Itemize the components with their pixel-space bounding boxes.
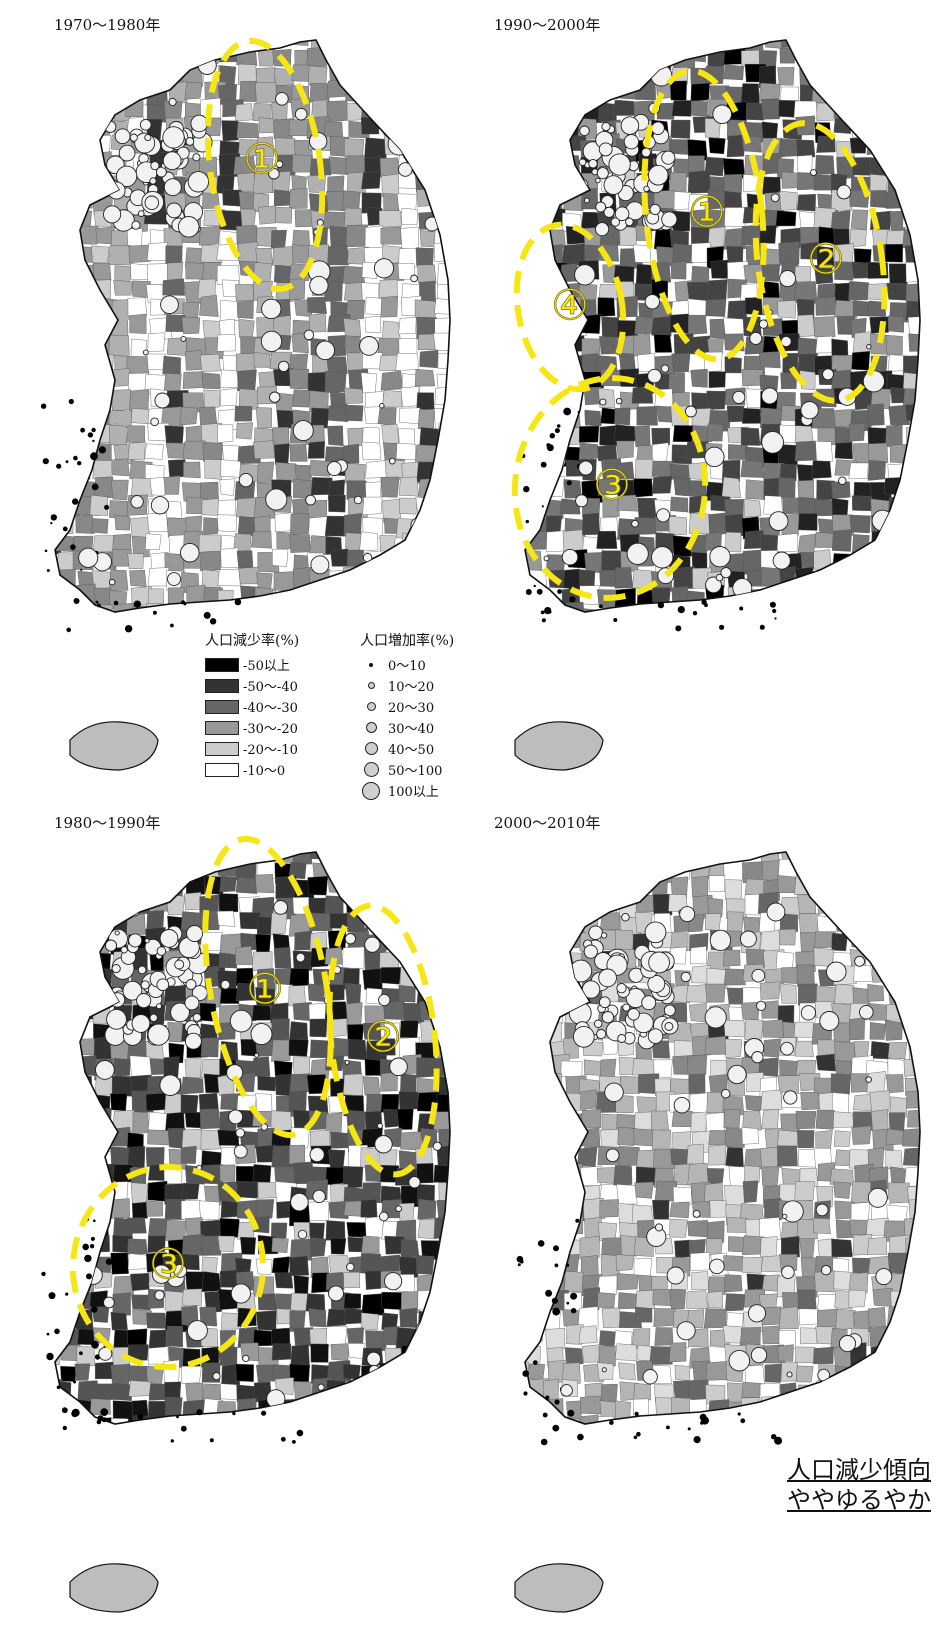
legend-increase-item: 50〜100: [360, 759, 454, 780]
korea-map: [514, 851, 921, 1613]
jeju-island: [514, 721, 604, 771]
coastline: [524, 39, 921, 613]
region-number-label: ①: [688, 188, 726, 237]
period-label: 1980〜1990年: [54, 814, 161, 832]
trend-note-line2: ややゆるやか: [787, 1486, 931, 1514]
coastline: [54, 851, 451, 1425]
trend-note: 人口減少傾向 ややゆるやか: [787, 1455, 931, 1515]
highlight-region-outline: [513, 221, 627, 393]
trend-note-line1: 人口減少傾向: [787, 1456, 931, 1484]
legend-circle-icon: [366, 702, 376, 711]
jeju-island: [69, 1563, 159, 1613]
jeju-island: [69, 721, 159, 771]
period-label: 1990〜2000年: [494, 16, 601, 34]
legend-increase: 人口増加率(%) 0〜10 10〜20 20〜30 30〜40 40〜50 50〜100 1…: [360, 630, 454, 801]
legend-label: -30〜-20: [243, 722, 298, 737]
legend-label: 50〜100: [388, 764, 443, 779]
legend-decline-item: -20〜-10: [205, 738, 299, 759]
legend-increase-item: 40〜50: [360, 738, 454, 759]
legend-label: -50〜-40: [243, 680, 298, 695]
legend-increase-item: 30〜40: [360, 717, 454, 738]
growth-circles: [64, 55, 440, 600]
legend-label: 10〜20: [388, 680, 435, 695]
region-number-label: ④: [551, 281, 589, 330]
korea-map: ① ② ③ ④: [511, 39, 921, 771]
region-number-label: ①: [243, 135, 281, 184]
legend-circle-icon: [363, 762, 379, 777]
legend-label: 40〜50: [388, 743, 435, 758]
region-number-label: ③: [593, 461, 631, 510]
legend-decline-item: -40〜-30: [205, 696, 299, 717]
legend-increase-item: 100以上: [360, 780, 454, 801]
legend-swatch: [205, 699, 239, 714]
period-label: 2000〜2010年: [494, 814, 601, 832]
highlight-region-outline: [69, 1164, 267, 1370]
map-panel-1980-1990: 1980〜1990年 ① ② ③: [0, 812, 470, 1622]
highlight-region-outline: [204, 37, 326, 293]
legend-swatch: [205, 762, 239, 777]
legend-label: 100以上: [388, 785, 439, 800]
legend-increase-item: 20〜30: [360, 696, 454, 717]
map-panel-2000-2010: 2000〜2010年: [470, 812, 939, 1622]
legend-swatch: [205, 657, 239, 672]
legend-label: 0〜10: [388, 659, 426, 674]
legend-decline-item: -50〜-40: [205, 675, 299, 696]
coastline: [524, 851, 921, 1425]
map-panel-1970-1980: 1970〜1980年 ①: [0, 0, 470, 810]
korea-map: ①: [40, 37, 451, 771]
korea-map: ① ② ③: [41, 835, 451, 1613]
jeju-island: [514, 1563, 604, 1613]
legend-decline-title: 人口減少率(%): [205, 633, 300, 649]
legend-increase-item: 0〜10: [360, 654, 454, 675]
legend-label: -10〜0: [243, 764, 286, 779]
legend-circle-icon: [365, 722, 377, 733]
legend-decline: 人口減少率(%) -50以上 -50〜-40 -40〜-30 -30〜-20 -20〜-…: [205, 630, 299, 780]
highlight-region-outline: [511, 375, 709, 601]
legend-label: 30〜40: [388, 722, 435, 737]
legend-swatch: [205, 741, 239, 756]
legend-circle-icon: [367, 682, 375, 689]
period-label: 1970〜1980年: [54, 16, 161, 34]
legend-circle-icon: [364, 742, 378, 755]
region-number-label: ③: [149, 1240, 187, 1289]
region-number-label: ②: [807, 235, 845, 284]
legend-swatch: [205, 720, 239, 735]
highlight-region-outline: [326, 902, 440, 1178]
legend-increase-item: 10〜20: [360, 675, 454, 696]
district-cells: [525, 852, 920, 1424]
highlight-region-outline: [752, 120, 888, 404]
map-panel-1990-2000: 1990〜2000年 ① ② ③ ④: [470, 0, 939, 810]
legend-increase-title: 人口増加率(%): [360, 633, 455, 649]
coastline: [54, 39, 451, 613]
legend-decline-item: -10〜0: [205, 759, 299, 780]
highlight-region-outline: [202, 835, 334, 1139]
legend-label: -50以上: [243, 659, 290, 674]
legend-decline-item: -30〜-20: [205, 717, 299, 738]
region-number-label: ①: [246, 965, 284, 1014]
legend-circle-icon: [362, 781, 380, 800]
highlight-region-outline: [641, 67, 767, 363]
region-number-label: ②: [364, 1013, 402, 1062]
legend-label: -40〜-30: [243, 701, 298, 716]
legend-circle-icon: [369, 662, 373, 667]
legend-label: -20〜-10: [243, 743, 298, 758]
growth-circles: [557, 886, 893, 1422]
legend-decline-item: -50以上: [205, 654, 299, 675]
legend-label: 20〜30: [388, 701, 435, 716]
legend-swatch: [205, 678, 239, 693]
